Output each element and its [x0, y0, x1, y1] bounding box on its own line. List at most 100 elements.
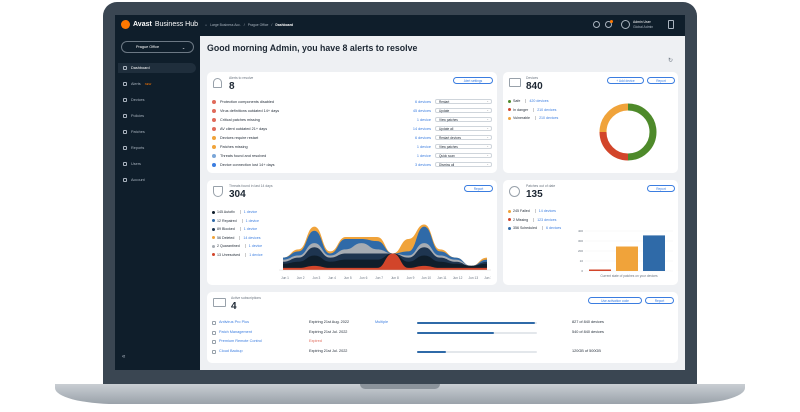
legend-link[interactable]: 1 device — [239, 210, 257, 214]
alerts-count: 8 — [229, 81, 235, 92]
reports-icon — [123, 146, 127, 150]
alert-action-select[interactable]: Dismiss all — [435, 161, 492, 168]
legend-dot — [212, 210, 215, 214]
sidebar-item-users[interactable]: Users — [118, 159, 196, 169]
legend-dot — [508, 226, 511, 230]
legend-link[interactable]: 210 devices — [535, 116, 558, 120]
laptop-base — [55, 384, 745, 404]
legend-link[interactable]: 1 device — [245, 252, 263, 257]
alert-count-link[interactable]: 1 device — [416, 153, 431, 158]
legend-link[interactable]: 6 devices — [541, 226, 561, 230]
sidebar-item-account[interactable]: Account — [118, 175, 196, 185]
alert-action-select[interactable]: Update — [435, 107, 492, 114]
alert-count-link[interactable]: 1 device — [416, 117, 431, 122]
alert-action-select[interactable]: Update all — [435, 125, 492, 132]
subscription-name-link[interactable]: Patch Management — [219, 329, 252, 334]
sidebar-item-alerts[interactable]: Alerts NEW — [118, 79, 196, 89]
sidebar-item-policies[interactable]: Policies — [118, 111, 196, 121]
add-device-button[interactable]: + Add device — [607, 77, 644, 84]
legend-dot — [508, 116, 511, 120]
sidebar-item-patches[interactable]: Patches — [118, 127, 196, 137]
legend-link[interactable]: 1 device — [239, 227, 257, 231]
patches-report-button[interactable]: Report — [647, 185, 675, 192]
subscription-expiry: Expiring 21st Jul. 2022 — [309, 348, 348, 353]
sidebar-item-label: Alerts — [131, 82, 141, 86]
devices-donut-chart — [599, 103, 657, 161]
alert-icon — [212, 135, 216, 140]
devices-report-button[interactable]: Report — [647, 77, 675, 84]
notification-icon[interactable] — [605, 20, 613, 28]
subs-count: 4 — [231, 301, 237, 312]
x-tick-label: Jun 1 — [281, 276, 289, 280]
alert-action-select[interactable]: View patches — [435, 116, 492, 123]
usage-text: 540 of 840 devices — [572, 329, 604, 334]
alert-action-select[interactable]: Restart devices — [435, 134, 492, 141]
activation-code-button[interactable]: Use activation code — [588, 297, 642, 304]
legend-link[interactable]: 1 device — [244, 244, 262, 248]
legend-item: 2 Quarantined 1 device — [212, 244, 262, 248]
multiple-link[interactable]: Multiple — [375, 320, 389, 324]
logo[interactable]: Avast Business Hub — [121, 20, 198, 29]
legend-link[interactable]: 14 devices — [534, 209, 556, 213]
alert-action-select[interactable]: Restart — [435, 98, 492, 105]
legend-dot — [508, 108, 511, 111]
legend-label: 2 Missing — [513, 217, 529, 222]
sidebar-item-reports[interactable]: Reports — [118, 143, 196, 153]
breadcrumb-item[interactable]: Large Business Acc. — [210, 23, 241, 27]
legend-dot — [508, 218, 511, 221]
legend-link[interactable]: 123 devices — [533, 217, 556, 222]
subscription-name-link[interactable]: Premium Remote Control — [219, 339, 262, 343]
breadcrumb-item[interactable]: Prague Office — [247, 23, 269, 27]
subscription-name-link[interactable]: Antivirus Pro Plus — [219, 320, 249, 324]
alert-text: Threats found and resolved — [220, 153, 267, 158]
office-selector[interactable]: Prague Office ⌄ — [121, 41, 194, 53]
subs-report-button[interactable]: Report — [645, 297, 674, 304]
user-info[interactable]: Admin User Global Admin — [633, 20, 653, 30]
legend-link[interactable]: 14 devices — [239, 235, 261, 240]
threats-report-button[interactable]: Report — [464, 185, 493, 192]
legend-label: Vulnerable — [513, 116, 531, 120]
alert-count-link[interactable]: 1 device — [416, 144, 431, 149]
alert-action-select[interactable]: Quick scan — [435, 152, 492, 159]
avast-logo-icon — [121, 20, 130, 29]
refresh-icon[interactable]: ↻ — [668, 58, 674, 64]
legend-item: Safe 420 devices — [508, 99, 549, 103]
alert-settings-button[interactable]: Alert settings — [453, 77, 493, 84]
legend-label: Safe — [513, 99, 521, 103]
sidebar-item-dashboard[interactable]: Dashboard — [118, 63, 196, 73]
legend-dot — [212, 253, 215, 256]
avatar[interactable] — [621, 20, 630, 29]
apps-icon[interactable] — [668, 20, 674, 29]
alert-action-select[interactable]: View patches — [435, 143, 492, 150]
laptop-notch — [360, 384, 440, 389]
alert-count-link[interactable]: 6 devices — [414, 135, 431, 140]
alert-text: Patches missing — [220, 144, 248, 149]
collapse-icon[interactable]: « — [122, 354, 126, 360]
legend-link[interactable]: 420 devices — [525, 99, 549, 103]
alert-count-link[interactable]: 3 devices — [414, 162, 431, 167]
subscriptions-card: Active subscriptions 4 Use activation co… — [207, 292, 678, 363]
legend-link[interactable]: 1 device — [241, 218, 259, 223]
sidebar-item-devices[interactable]: Devices — [118, 95, 196, 105]
subscription-name-link[interactable]: Cloud Backup — [219, 348, 243, 353]
gear-icon[interactable] — [593, 21, 600, 28]
product-icon — [212, 340, 216, 344]
alert-count-link[interactable]: 14 devices — [412, 126, 431, 131]
new-badge: NEW — [144, 82, 152, 86]
alert-count-link[interactable]: 45 devices — [412, 108, 431, 113]
legend-link[interactable]: 210 devices — [533, 107, 556, 112]
top-bar: Avast Business Hub ⌂ Large Business Acc. /… — [115, 15, 685, 36]
alert-count-link[interactable]: 6 devices — [414, 99, 431, 104]
x-tick-label: Jun 6 — [360, 276, 368, 280]
legend-dot — [508, 209, 511, 213]
legend-dot — [212, 219, 215, 222]
legend-item: 245 Failed 14 devices — [508, 209, 556, 213]
y-tick-label: 200 — [578, 249, 583, 253]
patches-icon — [123, 130, 127, 134]
x-tick-label: Jun 12 — [453, 276, 463, 280]
product-icon — [212, 321, 216, 325]
legend-label: 56 Deleted — [217, 235, 235, 240]
home-icon[interactable]: ⌂ — [205, 23, 208, 27]
legend-item: 145 Autofix 1 device — [212, 210, 257, 214]
alert-icon — [212, 126, 216, 131]
